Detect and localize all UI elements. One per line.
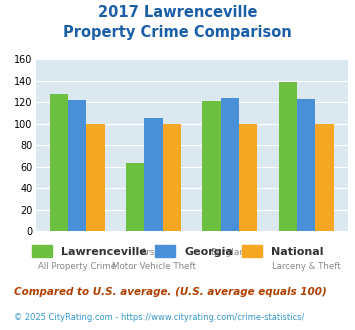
Bar bbox=[163, 124, 181, 231]
Bar bbox=[126, 163, 144, 231]
Text: Arson: Arson bbox=[141, 248, 166, 257]
Text: Property Crime Comparison: Property Crime Comparison bbox=[63, 25, 292, 40]
Bar bbox=[144, 118, 163, 231]
Text: Burglary: Burglary bbox=[211, 248, 249, 257]
Bar bbox=[86, 124, 105, 231]
Text: All Property Crime: All Property Crime bbox=[38, 262, 116, 271]
Bar bbox=[202, 101, 221, 231]
Text: Motor Vehicle Theft: Motor Vehicle Theft bbox=[111, 262, 196, 271]
Text: 2017 Lawrenceville: 2017 Lawrenceville bbox=[98, 5, 257, 20]
Bar bbox=[68, 100, 86, 231]
Text: Larceny & Theft: Larceny & Theft bbox=[272, 262, 340, 271]
Bar bbox=[297, 99, 315, 231]
Bar bbox=[221, 98, 239, 231]
Bar bbox=[239, 124, 257, 231]
Bar bbox=[315, 124, 334, 231]
Bar bbox=[50, 94, 68, 231]
Text: Compared to U.S. average. (U.S. average equals 100): Compared to U.S. average. (U.S. average … bbox=[14, 287, 327, 297]
Bar bbox=[279, 82, 297, 231]
Legend: Lawrenceville, Georgia, National: Lawrenceville, Georgia, National bbox=[28, 242, 327, 260]
Text: © 2025 CityRating.com - https://www.cityrating.com/crime-statistics/: © 2025 CityRating.com - https://www.city… bbox=[14, 314, 305, 322]
